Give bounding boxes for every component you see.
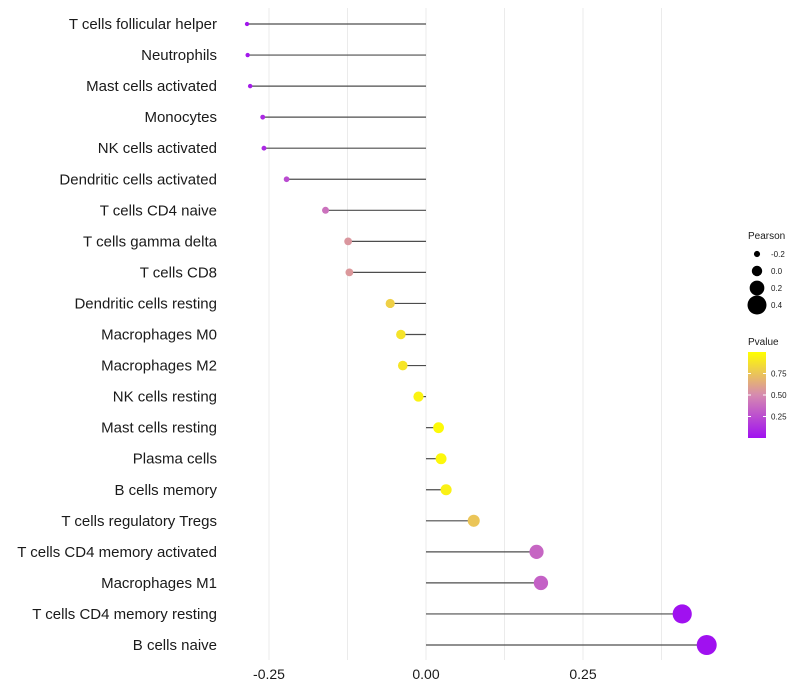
category-labels: T cells follicular helper Neutrophils Mast… xyxy=(17,16,217,654)
category-label: T cells regulatory Tregs xyxy=(61,513,217,530)
pvalue-colorbar xyxy=(748,352,766,438)
category-label: Mast cells resting xyxy=(101,420,217,437)
category-label: Dendritic cells resting xyxy=(74,295,217,312)
category-label: NK cells resting xyxy=(113,389,217,406)
category-label: Mast cells activated xyxy=(86,78,217,95)
grid-lines xyxy=(268,8,662,660)
lollipop-point xyxy=(344,237,353,246)
category-label: Plasma cells xyxy=(133,451,217,468)
lollipop-point xyxy=(245,52,250,58)
lollipop-point xyxy=(467,514,480,527)
pearson-legend-label: 0.4 xyxy=(771,301,783,310)
category-label: Macrophages M1 xyxy=(101,575,217,592)
x-tick-labels: -0.25 0.00 0.25 xyxy=(253,666,597,682)
lollipop-points xyxy=(244,21,717,655)
pearson-legend-label: -0.2 xyxy=(771,250,785,259)
category-label: T cells gamma delta xyxy=(83,233,218,250)
pvalue-legend-title: Pvalue xyxy=(748,337,779,348)
category-label: Macrophages M2 xyxy=(101,358,217,375)
pearson-legend-key xyxy=(751,265,763,277)
x-tick-label: -0.25 xyxy=(253,666,285,682)
category-label: T cells CD4 naive xyxy=(100,202,217,219)
lollipop-point xyxy=(413,391,424,402)
category-label: Dendritic cells activated xyxy=(59,171,217,188)
lollipop-point xyxy=(247,83,253,89)
category-label: NK cells activated xyxy=(98,140,217,157)
lollipop-point xyxy=(433,422,444,434)
lollipop-point xyxy=(244,21,250,27)
pvalue-legend-label: 0.25 xyxy=(771,413,787,422)
lollipop-point xyxy=(345,268,354,277)
pearson-legend-key xyxy=(747,295,767,315)
pearson-legend-label: 0.2 xyxy=(771,284,783,293)
lollipop-stems xyxy=(247,23,707,646)
pearson-legend-key xyxy=(753,250,761,258)
lollipop-point xyxy=(260,114,266,120)
category-label: T cells follicular helper xyxy=(69,16,217,33)
category-label: T cells CD4 memory activated xyxy=(17,544,217,561)
x-tick-label: 0.25 xyxy=(569,666,596,682)
category-label: Monocytes xyxy=(144,109,217,126)
lollipop-point xyxy=(283,176,290,183)
category-label: T cells CD4 memory resting xyxy=(32,606,217,623)
pearson-legend-label: 0.0 xyxy=(771,267,783,276)
pearson-legend-title: Pearson xyxy=(748,231,785,242)
lollipop-point xyxy=(696,635,717,655)
lollipop-point xyxy=(397,360,408,371)
lollipop-point xyxy=(440,484,452,496)
category-label: B cells memory xyxy=(114,482,217,499)
category-label: Macrophages M0 xyxy=(101,327,217,344)
lollipop-point xyxy=(261,145,267,151)
lollipop-point xyxy=(672,604,692,624)
category-label: Neutrophils xyxy=(141,47,217,64)
category-label: T cells CD8 xyxy=(140,264,217,281)
pearson-legend-key xyxy=(749,280,765,296)
lollipop-point xyxy=(385,298,395,309)
category-label: B cells naive xyxy=(133,637,217,654)
lollipop-point xyxy=(529,544,544,559)
lollipop-point xyxy=(322,206,330,214)
lollipop-point xyxy=(396,329,406,340)
lollipop-point xyxy=(533,575,549,591)
x-tick-label: 0.00 xyxy=(412,666,439,682)
pvalue-color-legend: Pvalue 0.75 0.50 0.25 xyxy=(748,337,787,438)
pvalue-legend-label: 0.50 xyxy=(771,391,787,400)
lollipop-point xyxy=(435,453,447,465)
pvalue-legend-label: 0.75 xyxy=(771,370,787,379)
pearson-size-legend: Pearson -0.2 0.0 0.2 0.4 xyxy=(747,231,785,315)
